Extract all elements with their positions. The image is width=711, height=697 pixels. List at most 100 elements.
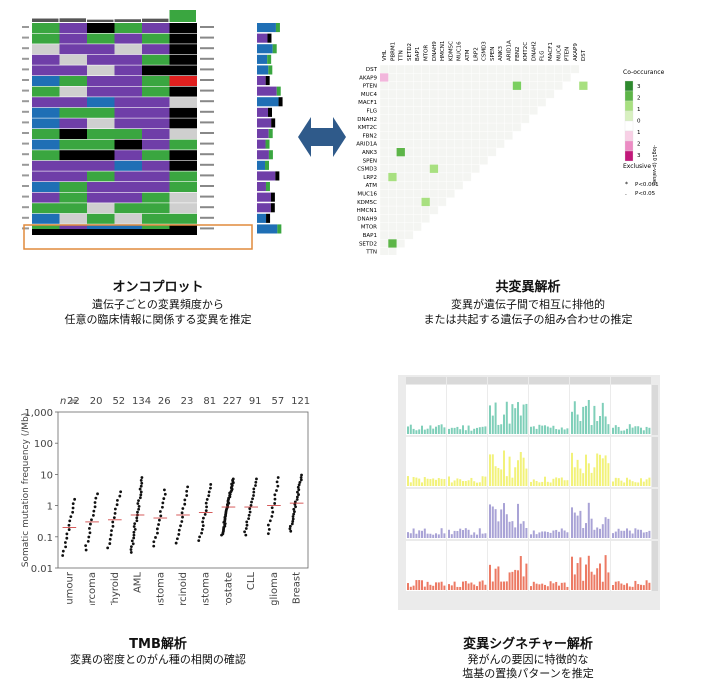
tmb-point bbox=[139, 484, 143, 488]
matrix-cell bbox=[396, 73, 406, 82]
tmb-point bbox=[288, 527, 292, 531]
matrix-cell bbox=[479, 131, 489, 140]
gene-row-label: MACF1 bbox=[358, 100, 377, 106]
signature-bar bbox=[473, 584, 476, 590]
matrix-cell bbox=[388, 156, 397, 165]
tmb-point bbox=[275, 489, 278, 492]
legend-axis-label: -log10 (p-value) bbox=[651, 145, 657, 185]
matrix-cell bbox=[421, 139, 431, 149]
signature-bar bbox=[508, 572, 511, 590]
oncoplot-gene-label bbox=[200, 185, 214, 187]
gene-col-label: SETD2 bbox=[407, 43, 413, 61]
signature-bar bbox=[530, 586, 532, 590]
oncoplot-cell bbox=[87, 54, 115, 65]
signature-bar bbox=[628, 586, 631, 590]
tmb-point bbox=[200, 531, 203, 535]
signature-bar bbox=[593, 467, 596, 486]
tmb-point bbox=[162, 497, 166, 500]
oncoplot-cell bbox=[87, 44, 115, 55]
signature-bar bbox=[453, 530, 456, 538]
signature-bar bbox=[407, 426, 409, 434]
tmb-point bbox=[248, 507, 252, 511]
gene-row-label: MUC4 bbox=[361, 92, 378, 98]
matrix-cell bbox=[413, 189, 422, 199]
matrix-cell bbox=[404, 81, 414, 91]
matrix-cell bbox=[404, 106, 414, 116]
oncoplot-heatmap bbox=[22, 10, 283, 250]
tmb-point bbox=[244, 533, 248, 537]
tmb-point bbox=[138, 496, 142, 500]
tmb-point bbox=[204, 501, 208, 505]
tmb-point bbox=[89, 522, 92, 526]
signature-bar bbox=[617, 581, 620, 590]
signature-bar bbox=[585, 564, 587, 590]
signature-bar bbox=[440, 528, 443, 538]
oncoplot-cell bbox=[169, 33, 197, 44]
gene-row-label: MUC16 bbox=[357, 192, 377, 198]
legend-swatch bbox=[624, 150, 634, 162]
tmb-point bbox=[296, 490, 299, 494]
tmb-point bbox=[202, 516, 205, 520]
matrix-cell bbox=[471, 156, 480, 165]
tmb-category-label: Breast bbox=[292, 572, 303, 604]
tmb-point bbox=[245, 520, 249, 524]
signature-bar bbox=[544, 584, 546, 590]
legend-swatch bbox=[624, 130, 634, 142]
signature-bar bbox=[535, 428, 538, 434]
matrix-cell bbox=[379, 189, 389, 199]
signature-bar bbox=[640, 478, 642, 486]
signature-bar bbox=[459, 586, 462, 590]
oncoplot-cell bbox=[87, 171, 115, 182]
matrix-cell bbox=[404, 230, 414, 240]
signature-bar bbox=[432, 478, 435, 486]
cooccurrence-matrix: DSTAKAP9PTENMUC4MACF1FLGDNAH2KMT2CFBN2AR… bbox=[356, 40, 664, 272]
matrix-cell bbox=[487, 114, 497, 124]
oncoplot-cell bbox=[169, 65, 197, 76]
signature-row-strip bbox=[652, 489, 658, 539]
signature-bar bbox=[626, 583, 628, 590]
matrix-cell bbox=[396, 205, 406, 215]
tmb-y-tick-label: 1 bbox=[47, 502, 53, 513]
oncoplot-cell bbox=[114, 33, 142, 44]
signature-desc-line1: 発がんの要因に特徴的な bbox=[467, 653, 589, 666]
oncoplot-cell bbox=[142, 65, 170, 76]
signature-bar bbox=[494, 509, 497, 538]
signature-bar bbox=[508, 423, 511, 434]
gene-row-label: AKAP9 bbox=[359, 75, 377, 81]
signature-bar bbox=[519, 415, 522, 434]
signature-bar bbox=[481, 580, 484, 590]
signature-facet bbox=[611, 489, 651, 539]
matrix-cell bbox=[454, 81, 464, 91]
oncoplot-cell bbox=[142, 213, 170, 224]
matrix-cell bbox=[479, 147, 489, 157]
oncoplot-cell bbox=[114, 107, 142, 118]
matrix-cell bbox=[529, 89, 538, 99]
tmb-point bbox=[201, 527, 204, 531]
tmb-point bbox=[161, 505, 164, 509]
signature-bar bbox=[576, 414, 579, 434]
oncoplot-cell bbox=[114, 171, 142, 182]
signature-bar bbox=[573, 512, 576, 538]
signature-bar bbox=[596, 568, 599, 590]
matrix-cell bbox=[421, 73, 431, 82]
oncoplot-gene-label bbox=[200, 47, 214, 50]
matrix-cell bbox=[495, 64, 505, 74]
oncoplot-cell bbox=[32, 139, 60, 150]
gene-col-label: ATM bbox=[465, 49, 471, 61]
matrix-cell bbox=[446, 114, 455, 124]
oncoplot-cell bbox=[114, 23, 142, 33]
matrix-cell bbox=[379, 106, 389, 116]
oncoplot-cell bbox=[114, 150, 142, 161]
matrix-cell bbox=[396, 64, 406, 74]
oncoplot-cell bbox=[59, 65, 87, 76]
matrix-cell bbox=[429, 180, 439, 190]
matrix-cell bbox=[520, 114, 530, 124]
tmb-point bbox=[197, 539, 201, 543]
matrix-cell bbox=[537, 81, 547, 91]
matrix-cell bbox=[429, 131, 439, 140]
matrix-cell bbox=[421, 156, 431, 165]
signature-bar bbox=[637, 482, 640, 486]
legend-tick: 3 bbox=[637, 153, 641, 159]
double-arrow-icon bbox=[297, 112, 347, 162]
matrix-cell bbox=[504, 131, 514, 140]
